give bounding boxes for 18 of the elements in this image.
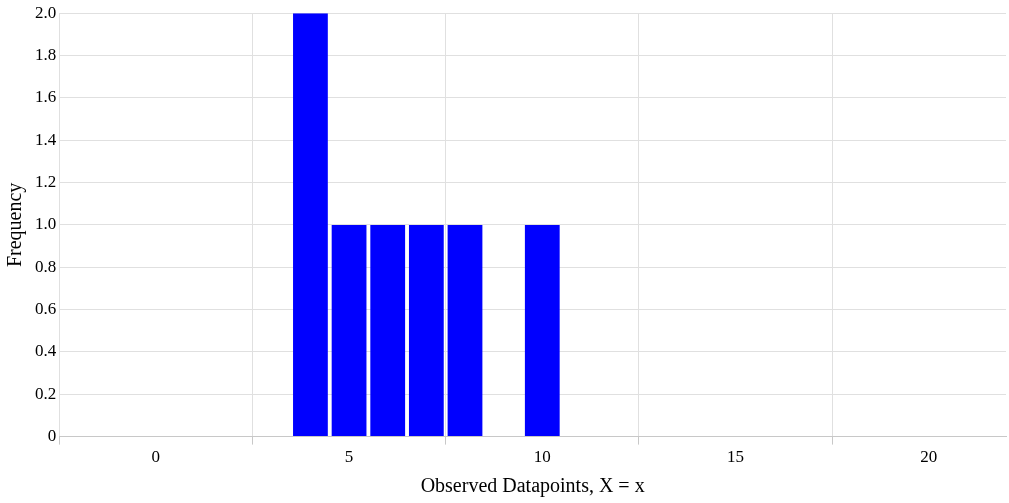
y-tick-label: 1.8 <box>35 45 57 65</box>
y-tick-label: 0.2 <box>35 383 57 403</box>
y-tick-label: 0.8 <box>35 256 57 276</box>
x-tick-label: 10 <box>533 447 551 467</box>
y-tick-label: 1.6 <box>35 87 57 107</box>
y-tick-label: 0 <box>47 426 57 446</box>
y-tick-label: 0.4 <box>35 341 57 361</box>
y-axis-title: Frequency <box>3 182 27 268</box>
x-tick-label: 20 <box>920 447 938 467</box>
y-tick-label: 1.2 <box>35 172 57 192</box>
y-tick-label: 1.0 <box>35 214 57 234</box>
x-tick-label: 5 <box>344 447 354 467</box>
x-tick-label: 15 <box>727 447 744 467</box>
y-tick-label: 2.0 <box>35 2 57 22</box>
y-tick-label: 1.4 <box>35 129 57 149</box>
x-axis-title: Observed Datapoints, X = x <box>420 474 645 498</box>
y-tick-label: 0.6 <box>35 299 57 319</box>
x-tick-label: 0 <box>151 447 161 467</box>
